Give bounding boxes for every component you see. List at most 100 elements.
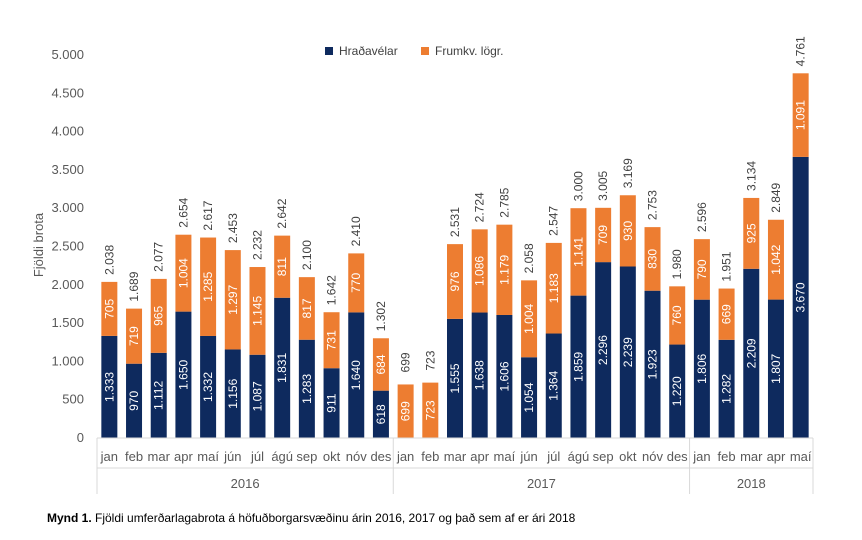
x-tick-label: apr bbox=[470, 449, 489, 464]
bar-label-hradavelar: 1.156 bbox=[226, 378, 240, 408]
bar-hradavelar bbox=[348, 312, 365, 438]
total-label: 4.761 bbox=[794, 36, 808, 66]
bar-frumkv bbox=[274, 235, 291, 298]
total-label: 2.547 bbox=[547, 206, 561, 236]
bar-label-frumkv: 705 bbox=[102, 299, 116, 319]
bar-label-frumkv: 723 bbox=[423, 400, 437, 420]
bar-label-frumkv: 976 bbox=[448, 271, 462, 291]
bar-frumkv bbox=[200, 237, 217, 336]
bar-frumkv bbox=[619, 195, 636, 267]
total-label: 2.232 bbox=[250, 230, 264, 260]
x-tick-label: mar bbox=[148, 449, 171, 464]
y-tick-label: 2.000 bbox=[51, 277, 84, 292]
bar-hradavelar bbox=[619, 266, 636, 438]
bar-label-hradavelar: 3.670 bbox=[794, 282, 808, 312]
bars: 1.333 705 2.038 970 719 1.689 1.112 965 2.077 1.6… bbox=[101, 36, 809, 439]
legend-swatch bbox=[325, 47, 333, 55]
bar-label-frumkv: 830 bbox=[646, 249, 660, 269]
total-label: 3.134 bbox=[744, 161, 758, 191]
y-tick-label: 4.500 bbox=[51, 85, 84, 100]
bar-label-hradavelar: 1.638 bbox=[473, 360, 487, 390]
x-group-label: 2018 bbox=[737, 476, 766, 491]
bar-label-hradavelar: 1.807 bbox=[769, 353, 783, 383]
bar-label-frumkv: 930 bbox=[621, 221, 635, 241]
bar-label-frumkv: 709 bbox=[596, 225, 610, 245]
total-label: 1.642 bbox=[325, 275, 339, 305]
bar-frumkv bbox=[175, 234, 192, 312]
bar-label-hradavelar: 2.209 bbox=[744, 338, 758, 368]
y-tick-label: 3.500 bbox=[51, 162, 84, 177]
legend-label: Frumkv. lögr. bbox=[435, 44, 503, 58]
bar-hradavelar bbox=[224, 349, 241, 438]
x-tick-label: apr bbox=[174, 449, 193, 464]
bar-label-hradavelar: 2.296 bbox=[596, 335, 610, 365]
bar-hradavelar bbox=[767, 299, 784, 438]
legend: Hraðavélar Frumkv. lögr. bbox=[325, 44, 503, 58]
bar-label-hradavelar: 1.333 bbox=[102, 372, 116, 402]
bar-hradavelar bbox=[718, 339, 735, 438]
figure-caption: Mynd 1. Fjöldi umferðarlagabrota á höfuð… bbox=[47, 511, 575, 525]
bar-label-frumkv: 770 bbox=[349, 273, 363, 293]
bar-frumkv bbox=[718, 288, 735, 340]
bar-hradavelar bbox=[274, 297, 291, 438]
bar-label-hradavelar: 1.282 bbox=[720, 374, 734, 404]
x-axis: jan feb mar apr maí jún júl ágú sep okt nóv des jan f… bbox=[96, 437, 814, 494]
bar-frumkv bbox=[323, 312, 340, 369]
bar-frumkv bbox=[792, 73, 809, 157]
bar-label-frumkv: 760 bbox=[670, 305, 684, 325]
bar-hradavelar bbox=[644, 290, 661, 438]
total-label: 2.100 bbox=[300, 240, 314, 270]
x-tick-label: maí bbox=[494, 449, 516, 464]
bar-label-frumkv: 1.004 bbox=[176, 258, 190, 288]
x-tick-label: feb bbox=[125, 449, 143, 464]
x-tick-label: des bbox=[667, 449, 688, 464]
y-tick-label: 3.000 bbox=[51, 200, 84, 215]
x-tick-label: jan bbox=[396, 449, 414, 464]
bar-label-frumkv: 1.004 bbox=[522, 303, 536, 333]
bar-frumkv bbox=[471, 229, 488, 313]
bar-frumkv bbox=[101, 281, 118, 336]
total-label: 2.849 bbox=[769, 182, 783, 212]
legend-label: Hraðavélar bbox=[339, 44, 398, 58]
bar-hradavelar bbox=[669, 344, 686, 438]
x-tick-label: mar bbox=[740, 449, 763, 464]
bar-hradavelar bbox=[249, 354, 266, 438]
bar-frumkv bbox=[150, 278, 167, 353]
bar-label-hradavelar: 1.220 bbox=[670, 376, 684, 406]
total-label: 2.596 bbox=[695, 202, 709, 232]
x-tick-label: júl bbox=[546, 449, 560, 464]
x-tick-label: ágú bbox=[271, 449, 293, 464]
bar-label-hradavelar: 1.332 bbox=[201, 372, 215, 402]
bar-frumkv bbox=[496, 224, 513, 315]
total-label: 2.453 bbox=[226, 213, 240, 243]
bar-label-frumkv: 684 bbox=[374, 354, 388, 374]
total-label: 3.000 bbox=[571, 171, 585, 201]
bar-label-frumkv: 699 bbox=[399, 401, 413, 421]
x-tick-label: júl bbox=[250, 449, 264, 464]
bar-frumkv bbox=[397, 384, 414, 438]
bar-frumkv bbox=[669, 286, 686, 345]
bar-hradavelar bbox=[126, 363, 143, 438]
bar-label-hradavelar: 2.239 bbox=[621, 337, 635, 367]
x-tick-label: okt bbox=[619, 449, 637, 464]
bar-label-hradavelar: 911 bbox=[325, 393, 339, 412]
x-tick-label: maí bbox=[197, 449, 219, 464]
bar-label-hradavelar: 1.283 bbox=[300, 374, 314, 404]
bar-label-hradavelar: 1.831 bbox=[275, 353, 289, 383]
bar-frumkv bbox=[298, 277, 315, 340]
total-label: 2.077 bbox=[152, 242, 166, 272]
x-group-label: 2017 bbox=[527, 476, 556, 491]
y-tick-label: 4.000 bbox=[51, 124, 84, 139]
bar-label-frumkv: 1.183 bbox=[547, 273, 561, 303]
bar-hradavelar bbox=[101, 335, 118, 438]
x-tick-label: okt bbox=[323, 449, 341, 464]
total-label: 3.169 bbox=[621, 158, 635, 188]
bar-label-frumkv: 731 bbox=[325, 330, 339, 350]
bar-hradavelar bbox=[496, 314, 513, 438]
y-tick-label: 1.000 bbox=[51, 353, 84, 368]
bar-label-hradavelar: 1.112 bbox=[152, 381, 166, 410]
bar-hradavelar bbox=[200, 335, 217, 438]
bar-label-frumkv: 965 bbox=[152, 306, 166, 326]
y-axis-title: Fjöldi brota bbox=[31, 212, 46, 277]
y-tick-label: 0 bbox=[77, 430, 84, 445]
